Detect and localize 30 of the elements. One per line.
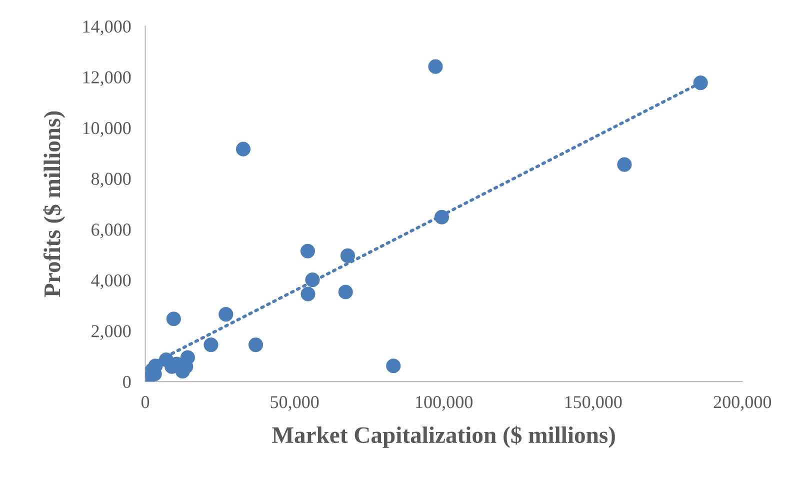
y-axis-title: Profits ($ millions) (42, 111, 66, 298)
point (434, 210, 450, 224)
point (386, 358, 401, 374)
x-axis-title: Market Capitalization ($ millions) (272, 426, 615, 448)
point (236, 142, 251, 156)
point (300, 286, 316, 302)
y-tick-label: 0 (123, 376, 131, 388)
point (300, 244, 315, 258)
y-tick-label: 6,000 (92, 224, 131, 238)
x-tick-label: 200,000 (714, 396, 772, 411)
y-tick-label: 8,000 (91, 172, 131, 188)
point (338, 284, 353, 300)
y-tick-label: 4,000 (91, 274, 131, 290)
point (340, 248, 355, 263)
y-tick-label: 10,000 (83, 122, 131, 137)
x-tick-label: 150,000 (565, 396, 622, 411)
point (248, 338, 264, 352)
point (166, 312, 181, 326)
y-tick-label: 12,000 (83, 71, 131, 86)
y-tick-label: 14,000 (83, 20, 131, 36)
point (693, 76, 708, 90)
x-tick-label: 0 (141, 396, 150, 408)
point (218, 307, 234, 322)
point (428, 59, 443, 74)
point (204, 338, 218, 352)
x-tick-label: 50,000 (270, 396, 319, 411)
point (617, 157, 632, 172)
point (305, 272, 320, 288)
x-tick-label: 100,000 (416, 396, 472, 411)
y-tick-label: 2,000 (92, 325, 131, 340)
